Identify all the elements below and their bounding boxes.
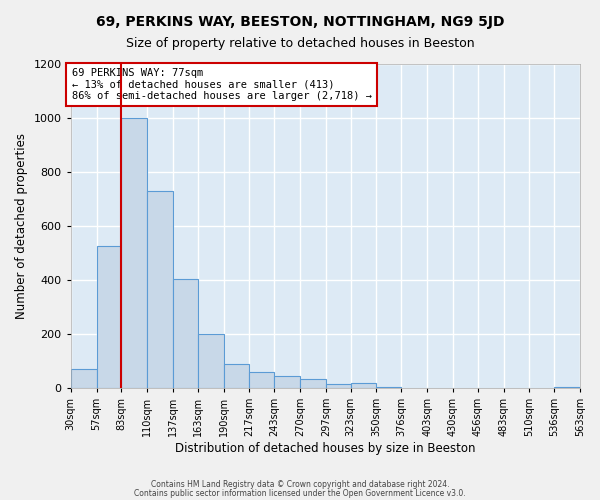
Bar: [300, 378, 326, 388]
Bar: [173, 278, 198, 388]
Text: Size of property relative to detached houses in Beeston: Size of property relative to detached ho…: [125, 38, 475, 51]
Text: 69, PERKINS WAY, BEESTON, NOTTINGHAM, NG9 5JD: 69, PERKINS WAY, BEESTON, NOTTINGHAM, NG…: [96, 15, 504, 29]
Bar: [71, 369, 97, 388]
Bar: [376, 386, 401, 388]
Bar: [350, 382, 376, 388]
Text: Contains public sector information licensed under the Open Government Licence v3: Contains public sector information licen…: [134, 488, 466, 498]
Text: Contains HM Land Registry data © Crown copyright and database right 2024.: Contains HM Land Registry data © Crown c…: [151, 480, 449, 489]
X-axis label: Distribution of detached houses by size in Beeston: Distribution of detached houses by size …: [175, 442, 476, 455]
Bar: [97, 246, 121, 388]
Bar: [326, 384, 350, 388]
Bar: [274, 376, 300, 388]
Bar: [147, 191, 173, 388]
Bar: [554, 386, 580, 388]
Text: 69 PERKINS WAY: 77sqm
← 13% of detached houses are smaller (413)
86% of semi-det: 69 PERKINS WAY: 77sqm ← 13% of detached …: [71, 68, 371, 102]
Bar: [250, 372, 274, 388]
Y-axis label: Number of detached properties: Number of detached properties: [15, 133, 28, 319]
Bar: [198, 334, 224, 388]
Bar: [121, 118, 147, 388]
Bar: [224, 364, 250, 388]
